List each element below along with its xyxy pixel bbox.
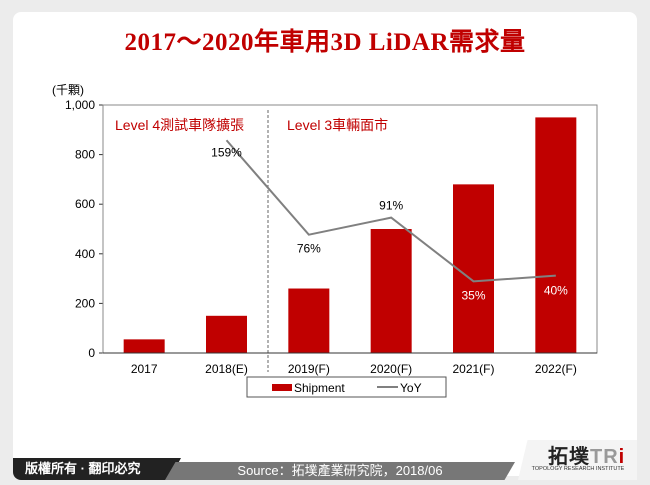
bar-shipment — [206, 315, 247, 353]
legend-label-yoy: YoY — [400, 381, 422, 395]
line-yoy — [225, 139, 556, 283]
yoy-data-label: 76% — [297, 242, 321, 256]
legend-label-shipment: Shipment — [294, 381, 345, 395]
copyright-notice: 版權所有 · 翻印必究 — [13, 458, 181, 480]
chart-title: 2017～2020年車用3D LiDAR需求量 — [124, 29, 526, 56]
yoy-data-label: 40% — [544, 284, 568, 298]
bar-shipment — [288, 288, 330, 353]
x-tick-label: 2017 — [131, 362, 158, 376]
y-tick-label: 200 — [75, 296, 95, 310]
x-tick-label: 2021(F) — [452, 362, 494, 376]
yoy-data-label: 35% — [461, 288, 485, 302]
bar-shipment — [535, 117, 577, 354]
x-tick-label: 2019(F) — [288, 362, 330, 376]
annotation-level3: Level 3車輛面市 — [287, 117, 388, 133]
bar-shipment — [453, 184, 494, 353]
logo-subtitle: TOPOLOGY RESEARCH INSTITUTE — [531, 466, 625, 472]
annotation-level4: Level 4測試車隊擴張 — [115, 117, 244, 133]
legend-swatch-shipment — [272, 384, 292, 391]
source-note: Source：拓墣產業研究院，2018/06 — [165, 462, 515, 480]
y-tick-label: 400 — [75, 247, 95, 261]
logo — [518, 440, 637, 480]
y-axis-unit: (千顆) — [52, 83, 84, 97]
y-tick-label: 800 — [75, 148, 95, 162]
yoy-data-label: 91% — [379, 199, 403, 213]
bar-shipment — [123, 339, 165, 353]
yoy-data-label: 159% — [211, 145, 242, 159]
chart-card — [13, 12, 637, 476]
x-tick-label: 2018(E) — [205, 362, 248, 376]
legend: Shipment YoY — [246, 376, 447, 398]
y-tick-label: 600 — [75, 197, 95, 211]
y-tick-label: 0 — [88, 346, 95, 360]
bar-shipment — [370, 229, 412, 353]
x-tick-label: 2020(F) — [370, 362, 412, 376]
logo-mark: 拓墣TRi — [548, 446, 626, 468]
y-tick-label: 1,000 — [65, 98, 95, 112]
x-tick-label: 2022(F) — [535, 362, 577, 376]
plot-area — [102, 104, 598, 354]
